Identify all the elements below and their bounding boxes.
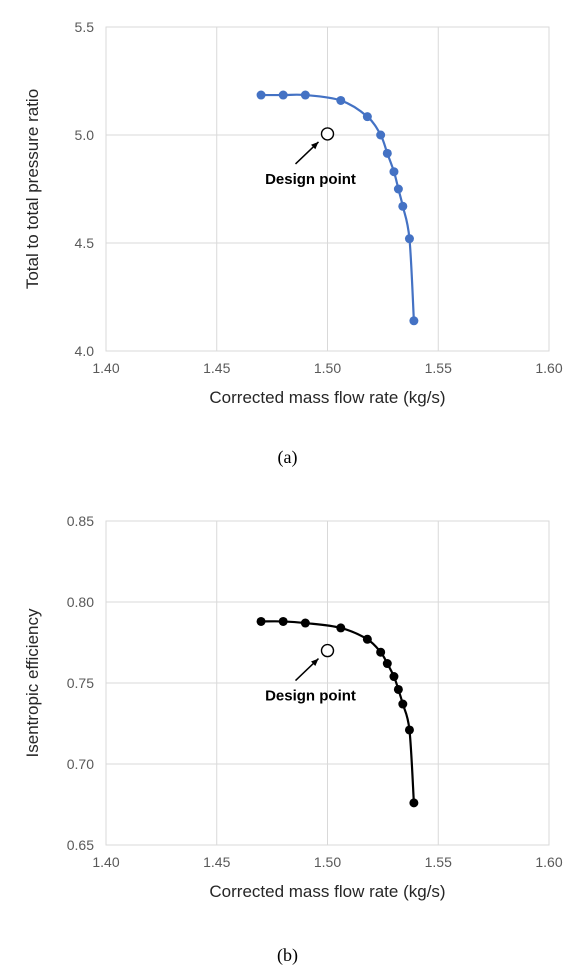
data-point: [409, 316, 419, 326]
data-point: [362, 112, 372, 122]
data-point: [336, 95, 346, 105]
y-axis-label: Isentropic efficiency: [23, 608, 42, 757]
data-point: [409, 798, 419, 808]
y-tick-label: 4.5: [75, 235, 95, 251]
y-tick-label: 0.80: [67, 594, 94, 610]
x-tick-label: 1.45: [203, 360, 230, 376]
x-tick-label: 1.45: [203, 854, 230, 870]
data-point: [404, 234, 414, 244]
x-tick-label: 1.40: [92, 854, 119, 870]
data-point: [398, 201, 408, 211]
data-point: [389, 167, 399, 177]
y-tick-label: 5.0: [75, 127, 95, 143]
chart-a: 1.40 1.45 1.50 1.55 1.60 4.0 4.5 5.0 5.5 Correcte…: [23, 19, 563, 407]
y-tick-label: 0.75: [67, 675, 94, 691]
data-point: [300, 90, 310, 100]
data-point: [404, 725, 414, 735]
series-line: [261, 620, 415, 803]
x-tick-label: 1.55: [425, 360, 452, 376]
y-tick-label: 0.70: [67, 756, 94, 772]
x-tick-label: 1.50: [314, 360, 341, 376]
y-tick-label: 0.65: [67, 837, 94, 853]
data-point: [256, 90, 266, 100]
data-point: [278, 616, 288, 626]
series-line: [261, 93, 415, 321]
annotation-design-point: Design point: [265, 688, 356, 705]
annotation-design-point: Design point: [265, 171, 356, 188]
x-axis-label: Corrected mass flow rate (kg/s): [209, 882, 445, 901]
caption-a: (a): [277, 447, 298, 467]
y-tick-label: 5.5: [75, 19, 95, 35]
data-point: [382, 148, 392, 158]
annotation-arrowhead: [311, 658, 319, 666]
y-tick-label: 0.85: [67, 513, 94, 529]
data-point: [362, 634, 372, 644]
caption-b: (b): [277, 945, 298, 965]
x-tick-label: 1.50: [314, 854, 341, 870]
design-point-marker: [320, 127, 335, 141]
data-point: [382, 659, 392, 669]
x-tick-label: 1.60: [535, 360, 562, 376]
data-point: [389, 672, 399, 682]
annotation-arrowhead: [311, 141, 319, 150]
data-point: [278, 90, 288, 100]
x-tick-label: 1.55: [425, 854, 452, 870]
x-tick-label: 1.40: [92, 360, 119, 376]
data-point: [376, 130, 386, 140]
data-point: [336, 623, 346, 633]
data-point: [393, 184, 403, 194]
data-point: [393, 684, 403, 694]
chart-b: 1.40 1.45 1.50 1.55 1.60 0.65 0.70 0.75 0.80 0.85…: [23, 513, 563, 901]
y-axis-label: Total to total pressure ratio: [23, 89, 42, 289]
y-tick-label: 4.0: [75, 343, 95, 359]
design-point-marker: [320, 643, 335, 658]
data-point: [300, 618, 310, 628]
x-axis-label: Corrected mass flow rate (kg/s): [209, 388, 445, 407]
data-point: [376, 647, 386, 657]
x-tick-label: 1.60: [535, 854, 562, 870]
data-point: [398, 699, 408, 709]
data-point: [256, 616, 266, 626]
